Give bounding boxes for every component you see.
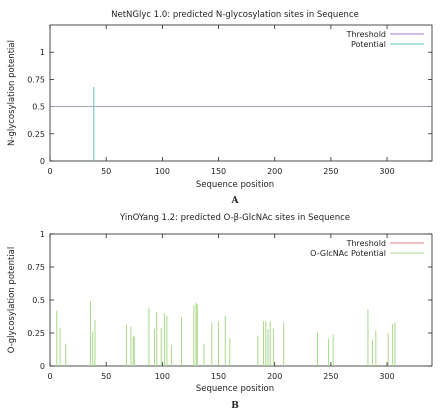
legend-label-threshold: Threshold — [346, 30, 386, 39]
x-tick-label: 250 — [323, 167, 338, 176]
x-tick-label: 100 — [155, 372, 170, 381]
y-tick-label: 0.75 — [27, 263, 45, 272]
x-tick-label: 0 — [47, 167, 52, 176]
x-tick-label: 300 — [379, 167, 394, 176]
y-tick-label: 1 — [40, 48, 45, 57]
chart-title: YinOYang 1.2: predicted O-β-GlcNAc sites… — [119, 213, 350, 223]
y-tick-label: 0.25 — [27, 130, 45, 139]
x-axis-label: Sequence position — [196, 180, 274, 190]
plot-frame — [49, 24, 433, 162]
y-tick-label: 0.5 — [32, 296, 45, 305]
y-tick-label: 0.5 — [32, 103, 45, 112]
x-tick-label: 50 — [101, 372, 111, 381]
legend-label-series: O-GlcNAc Potential — [310, 249, 386, 258]
y-tick-label: 0 — [40, 157, 45, 166]
x-tick-label: 300 — [379, 372, 394, 381]
panel-a: NetNGlyc 1.0: predicted N-glycosylation … — [7, 10, 433, 206]
y-tick-label: 0.75 — [27, 75, 45, 84]
x-tick-label: 200 — [267, 372, 282, 381]
x-tick-label: 150 — [211, 167, 226, 176]
y-tick-label: 0 — [40, 362, 45, 371]
x-tick-label: 0 — [47, 372, 52, 381]
x-tick-label: 250 — [323, 372, 338, 381]
legend-label-threshold: Threshold — [346, 239, 386, 248]
panel-b: YinOYang 1.2: predicted O-β-GlcNAc sites… — [7, 213, 433, 411]
x-tick-label: 100 — [155, 167, 170, 176]
y-axis-label: N-glycosylation potential — [7, 40, 17, 146]
x-tick-label: 200 — [267, 167, 282, 176]
legend-label-series: Potential — [351, 40, 386, 49]
y-axis-label: O-glycosylation potential — [7, 247, 17, 353]
y-tick-label: 1 — [40, 230, 45, 239]
panel-letter: A — [231, 196, 240, 206]
x-axis-label: Sequence position — [196, 384, 274, 394]
x-tick-label: 50 — [101, 167, 111, 176]
y-tick-label: 0.25 — [27, 329, 45, 338]
x-tick-label: 150 — [211, 372, 226, 381]
panel-letter: B — [231, 401, 239, 411]
chart-title: NetNGlyc 1.0: predicted N-glycosylation … — [111, 10, 359, 20]
